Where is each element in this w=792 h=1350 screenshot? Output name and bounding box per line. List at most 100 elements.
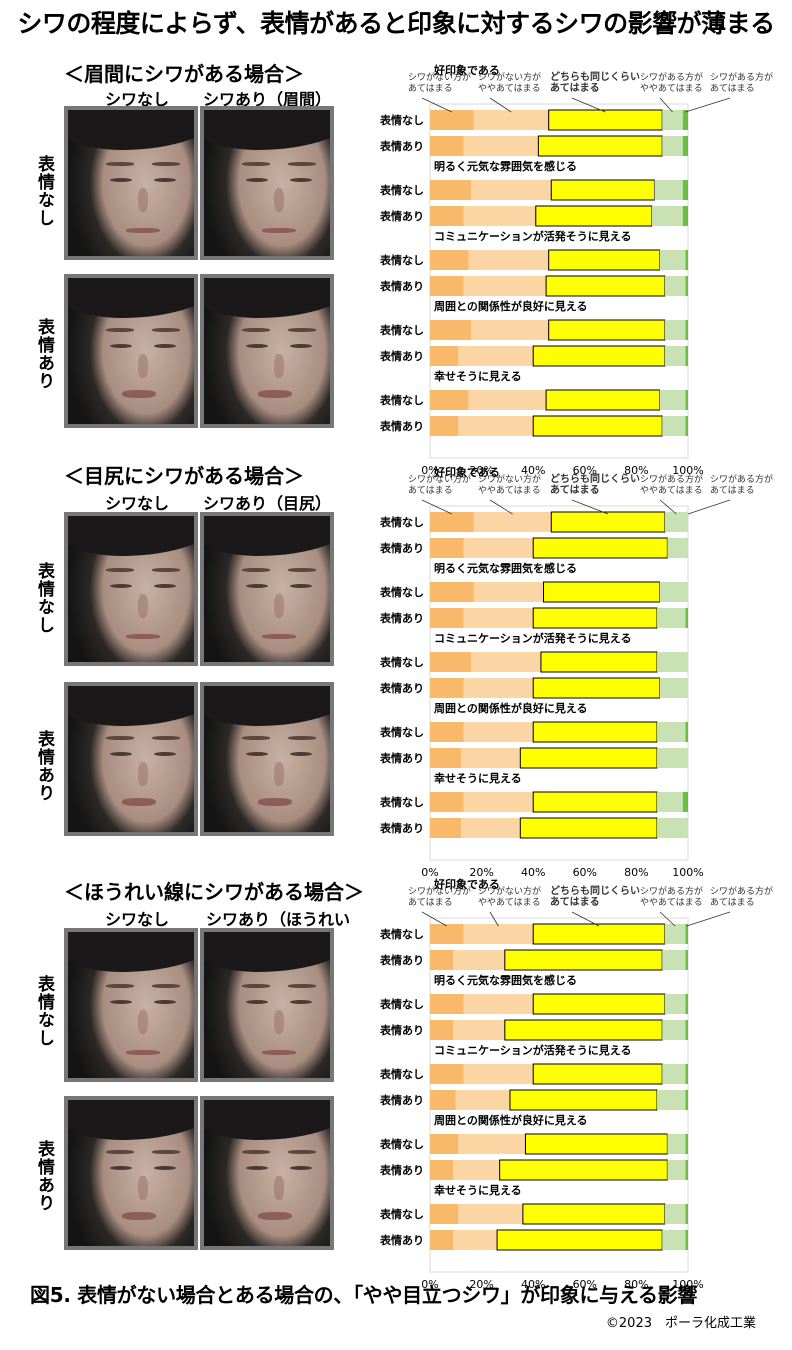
row-label: 表情あり <box>379 541 424 555</box>
row-label: 表情あり <box>379 419 424 433</box>
tick-label: 20% <box>469 1278 493 1291</box>
bar-segment <box>430 1064 464 1084</box>
row-label: 表情あり <box>379 1163 424 1177</box>
legend-label: シワがない方がややあてはまる <box>478 473 541 496</box>
row-header: 表情なし <box>34 562 54 634</box>
row-label: 表情あり <box>379 681 424 695</box>
face-photo <box>200 512 334 666</box>
bar-segment <box>430 538 464 558</box>
bar-segment <box>657 748 688 768</box>
bar-segment <box>504 949 663 971</box>
row-label: 表情なし <box>379 1067 424 1081</box>
stacked-bar-chart: シワがない方があてはまる シワがない方がややあてはまる どちらも同じくらいあてはまる… <box>360 872 792 1291</box>
bar-segment <box>430 1230 454 1250</box>
bar-segment <box>430 206 464 226</box>
row-label: 表情あり <box>379 1023 424 1037</box>
bar-segment <box>471 180 552 200</box>
bar-segment <box>537 135 663 157</box>
tick-label: 40% <box>521 1278 545 1291</box>
bar-segment <box>468 250 549 270</box>
bar-segment <box>509 1089 658 1111</box>
face-photo <box>64 512 198 666</box>
bar-segment <box>463 722 534 742</box>
bar-segment <box>548 109 663 131</box>
bar-segment <box>430 1160 454 1180</box>
bar-segment <box>471 320 549 340</box>
leader-line <box>421 499 453 515</box>
leader-line <box>687 499 731 515</box>
bar-segment <box>682 206 688 226</box>
legend-label: シワがある方があてはまる <box>710 473 773 496</box>
tick-label: 0% <box>421 1278 438 1291</box>
leader-line <box>686 911 731 927</box>
copyright: ©2023 ポーラ化成工業 <box>605 1316 756 1331</box>
bar-segment <box>685 1134 688 1154</box>
bar-segment <box>430 678 464 698</box>
bar-segment <box>667 1134 686 1154</box>
bar-segment <box>682 792 688 812</box>
bar-segment <box>473 582 544 602</box>
bar-segment <box>657 722 686 742</box>
bar-segment <box>430 180 472 200</box>
legend-label: シワがある方がややあてはまる <box>640 473 703 496</box>
row-label: 表情なし <box>379 253 424 267</box>
column-header: シワなし <box>104 910 169 929</box>
chart-svg: シワがない方があてはまるシワがない方がややあてはまるどちらも同じくらいあてはまる… <box>379 63 773 477</box>
bar-segment <box>455 1090 510 1110</box>
bar-segment <box>473 110 549 130</box>
tick-label: 20% <box>469 464 493 477</box>
bar-segment <box>662 1064 686 1084</box>
bar-segment <box>430 512 474 532</box>
bar-segment <box>463 994 534 1014</box>
bar-segment <box>682 180 688 200</box>
bar-segment <box>532 721 658 743</box>
group-title: 好印象である <box>433 465 500 479</box>
bar-segment <box>430 1020 454 1040</box>
bar-segment <box>532 607 658 629</box>
bar-segment <box>685 722 688 742</box>
bar-segment <box>532 923 666 945</box>
bar-segment <box>535 205 653 227</box>
legend-label: シワがない方がややあてはまる <box>478 885 541 908</box>
bar-segment <box>522 1203 666 1225</box>
bar-segment <box>685 346 688 366</box>
bar-segment <box>430 136 464 156</box>
legend-label: シワがある方があてはまる <box>710 71 773 94</box>
row-label: 表情あり <box>379 953 424 967</box>
row-label: 表情あり <box>379 611 424 625</box>
bar-segment <box>430 276 464 296</box>
bar-segment <box>430 1204 459 1224</box>
bar-segment <box>430 608 464 628</box>
bar-segment <box>659 390 686 410</box>
bar-segment <box>468 390 547 410</box>
column-header: シワあり（目尻） <box>202 494 331 513</box>
bar-segment <box>545 275 666 297</box>
bar-segment <box>430 346 459 366</box>
bar-segment <box>430 110 474 130</box>
bar-segment <box>430 722 464 742</box>
legend-label: シワがない方があてはまる <box>408 71 471 94</box>
bar-segment <box>458 416 534 436</box>
bar-segment <box>659 250 686 270</box>
bar-segment <box>463 678 534 698</box>
row-label: 表情なし <box>379 113 424 127</box>
leader-line <box>421 911 447 927</box>
bar-segment <box>657 608 686 628</box>
group-title: コミュニケーションが活発そうに見える <box>434 631 631 645</box>
bar-segment <box>460 818 521 838</box>
row-header: 表情なし <box>34 975 54 1047</box>
row-header: 表情なし <box>34 155 54 227</box>
bar-segment <box>430 1134 459 1154</box>
row-label: 表情なし <box>379 1207 424 1221</box>
group-title: 周囲との関係性が良好に見える <box>434 1113 588 1127</box>
leader-line <box>685 97 731 113</box>
bar-segment <box>430 416 459 436</box>
bar-segment <box>463 924 534 944</box>
face-photo <box>200 682 334 836</box>
row-label: 表情あり <box>379 209 424 223</box>
leader-line <box>489 911 499 927</box>
bar-segment <box>430 792 464 812</box>
bar-segment <box>685 924 688 944</box>
bar-segment <box>458 1204 523 1224</box>
bar-segment <box>532 415 663 437</box>
